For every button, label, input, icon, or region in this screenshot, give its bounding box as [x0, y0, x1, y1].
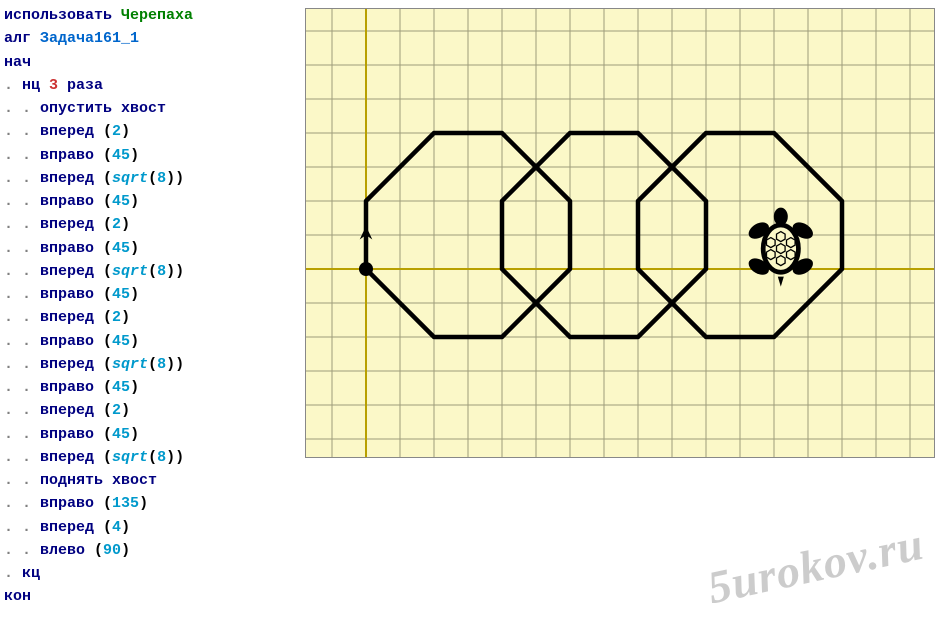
- code-line: алг Задача161_1: [4, 27, 296, 50]
- code-line: . . поднять хвост: [4, 469, 296, 492]
- code-line: . . вперед (2): [4, 306, 296, 329]
- code-line: использовать Черепаха: [4, 4, 296, 27]
- code-line: . . вперед (2): [4, 213, 296, 236]
- code-line: . кц: [4, 562, 296, 585]
- code-line: . . вперед (sqrt(8)): [4, 446, 296, 469]
- turtle-canvas: [305, 8, 935, 458]
- code-line: . . опустить хвост: [4, 97, 296, 120]
- code-line: кон: [4, 585, 296, 608]
- code-line: . . вправо (45): [4, 376, 296, 399]
- code-line: . . вперед (4): [4, 516, 296, 539]
- code-line: . . вперед (sqrt(8)): [4, 353, 296, 376]
- code-line: нач: [4, 51, 296, 74]
- code-line: . . вправо (45): [4, 237, 296, 260]
- code-line: . . вперед (2): [4, 120, 296, 143]
- code-line: . . вправо (45): [4, 423, 296, 446]
- code-line: . . вправо (45): [4, 144, 296, 167]
- code-panel: использовать Черепахаалг Задача161_1нач.…: [0, 0, 300, 613]
- code-line: . . вправо (45): [4, 190, 296, 213]
- code-line: . . влево (90): [4, 539, 296, 562]
- code-line: . . вперед (sqrt(8)): [4, 167, 296, 190]
- code-line: . . вправо (135): [4, 492, 296, 515]
- code-line: . . вправо (45): [4, 330, 296, 353]
- code-line: . . вправо (45): [4, 283, 296, 306]
- code-line: . нц 3 раза: [4, 74, 296, 97]
- code-line: . . вперед (sqrt(8)): [4, 260, 296, 283]
- code-line: . . вперед (2): [4, 399, 296, 422]
